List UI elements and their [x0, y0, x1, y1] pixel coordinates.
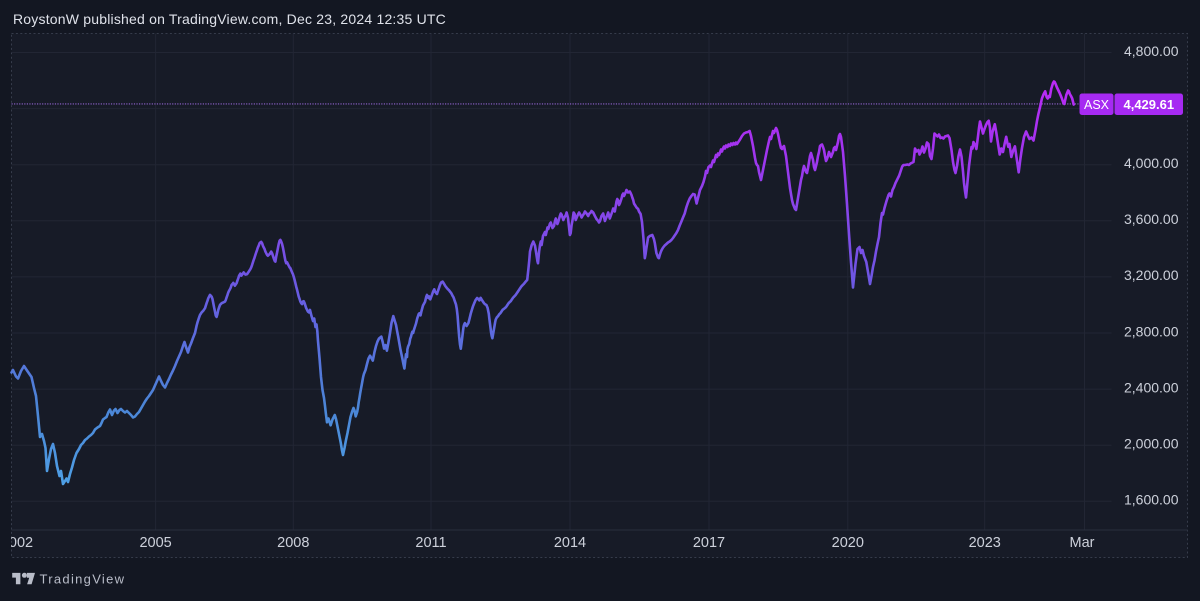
svg-text:4,000.00: 4,000.00 [1124, 155, 1179, 171]
svg-text:4,429.61: 4,429.61 [1123, 97, 1174, 112]
svg-text:2,400.00: 2,400.00 [1124, 379, 1179, 395]
svg-text:2023: 2023 [969, 535, 1001, 551]
svg-text:2,800.00: 2,800.00 [1124, 323, 1179, 339]
svg-text:ASX: ASX [1084, 98, 1110, 112]
svg-text:1,600.00: 1,600.00 [1124, 492, 1179, 508]
svg-text:4,800.00: 4,800.00 [1124, 43, 1179, 59]
svg-text:2014: 2014 [554, 535, 586, 551]
svg-text:2002: 2002 [1, 535, 33, 551]
svg-text:3,200.00: 3,200.00 [1124, 267, 1179, 283]
svg-text:3,600.00: 3,600.00 [1124, 211, 1179, 227]
svg-text:Mar: Mar [1070, 535, 1095, 551]
svg-text:2005: 2005 [139, 535, 171, 551]
svg-text:2,000.00: 2,000.00 [1124, 436, 1179, 452]
svg-text:2011: 2011 [415, 535, 446, 551]
svg-text:2020: 2020 [832, 535, 864, 551]
svg-text:2017: 2017 [693, 535, 725, 551]
svg-text:TradingView: TradingView [40, 572, 126, 587]
svg-text:2008: 2008 [277, 535, 309, 551]
svg-text:RoystonW published on TradingV: RoystonW published on TradingView.com, D… [13, 11, 446, 27]
